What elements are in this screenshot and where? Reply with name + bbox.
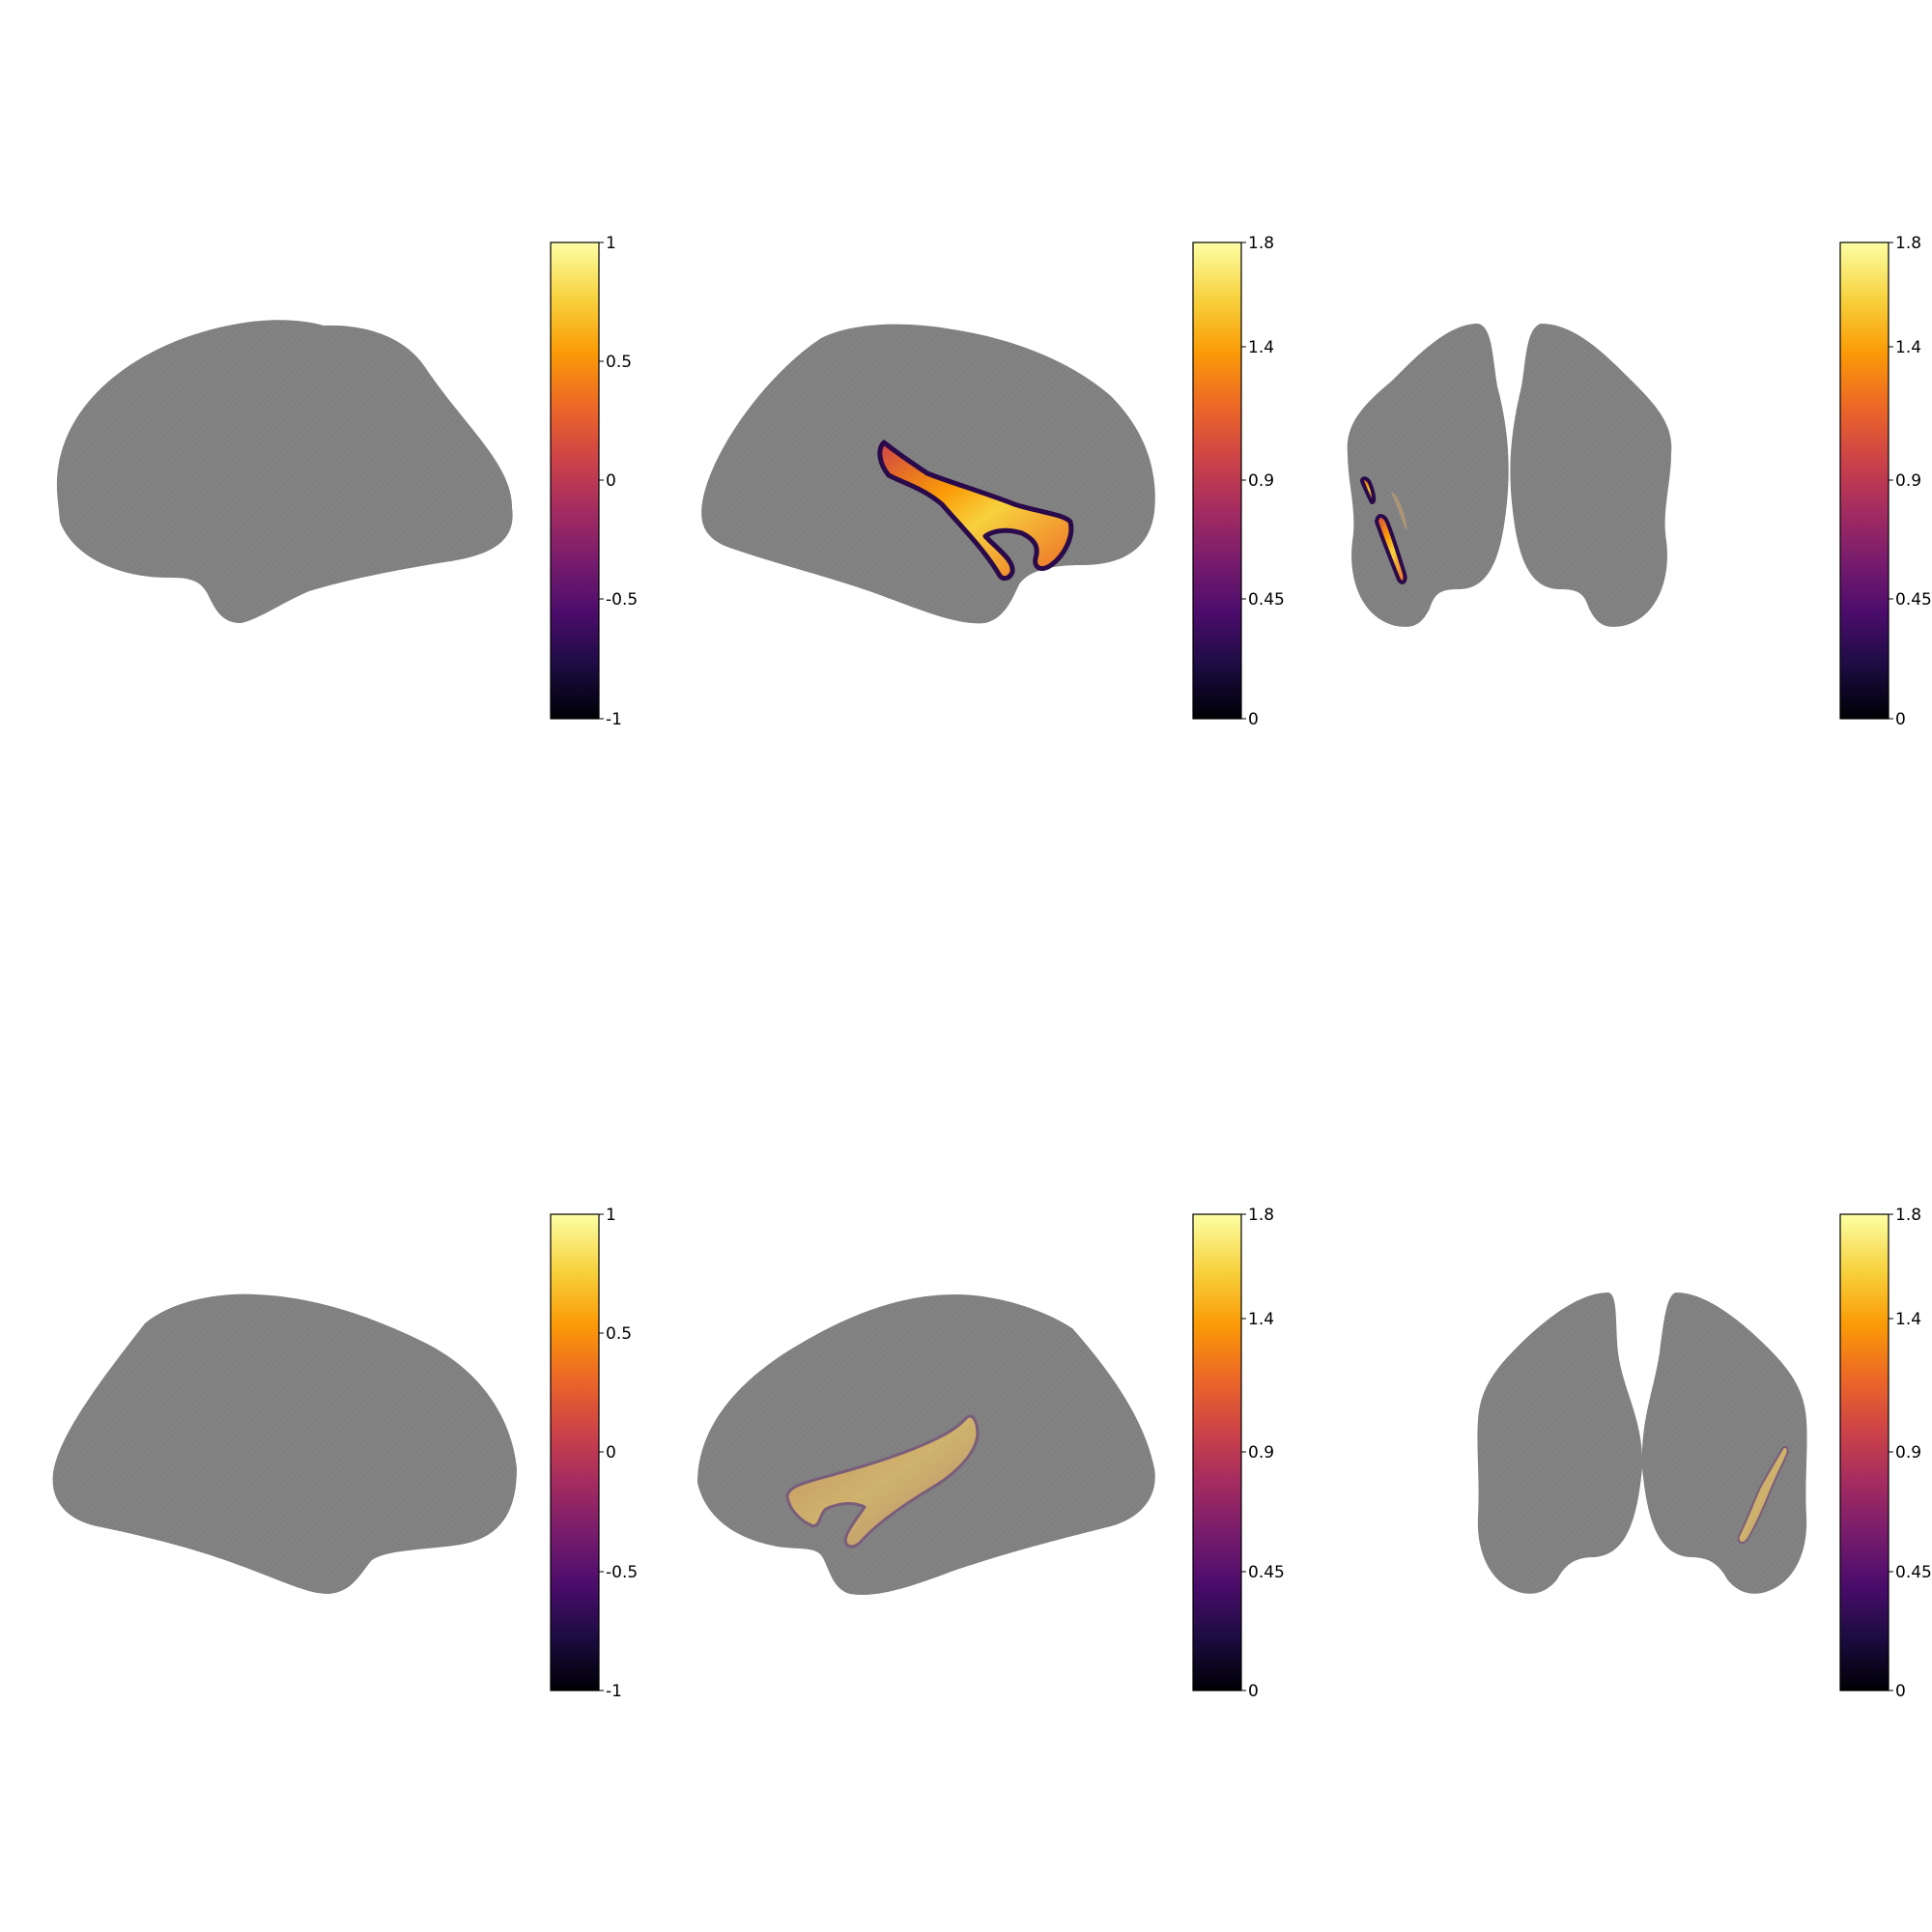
colorbar-6-tick: 1.8 <box>1895 1206 1921 1225</box>
colorbar-4-tick: -1 <box>606 1682 622 1701</box>
colorbar-5-gradient <box>1192 1213 1242 1691</box>
colorbar-6-tick: 0.9 <box>1895 1443 1921 1463</box>
brain-surface-anterior-left-hemisphere <box>1477 1293 1643 1594</box>
colorbar-1-tick: 0.5 <box>606 353 632 372</box>
brain-surface-anterior-right-hemisphere <box>1641 1293 1807 1594</box>
colorbar-5-tick: 0.9 <box>1248 1443 1274 1463</box>
panel-5 <box>697 1294 1155 1595</box>
brain-surface-lateral-left <box>56 320 513 624</box>
colorbar-2-tick: 0 <box>1248 710 1259 729</box>
colorbar-2: 1.8 1.4 0.9 0.45 0 <box>1192 234 1285 729</box>
colorbar-4-tick: 1 <box>606 1206 616 1225</box>
activation-overlay <box>1360 476 1377 504</box>
colorbar-2-tick: 1.4 <box>1248 338 1274 357</box>
colorbar-6-tick: 0 <box>1895 1682 1906 1701</box>
activation-overlay <box>1391 492 1407 530</box>
colorbar-5-tick: 1.8 <box>1248 1206 1274 1225</box>
panel-6 <box>1477 1293 1807 1594</box>
colorbar-1-tick: 0 <box>606 471 616 491</box>
colorbar-6-tick: 1.4 <box>1895 1310 1921 1329</box>
colorbar-2-tick: 1.8 <box>1248 234 1274 253</box>
colorbar-4-gradient <box>550 1213 600 1691</box>
panel-2 <box>701 324 1155 624</box>
colorbar-2-tick: 0.45 <box>1248 590 1285 610</box>
activation-overlay <box>1737 1445 1789 1544</box>
colorbar-3: 1.8 1.4 0.9 0.45 0 <box>1839 234 1932 729</box>
colorbar-3-tick: 0.45 <box>1895 590 1932 610</box>
colorbar-1-gradient <box>550 242 600 720</box>
panel-4 <box>52 1293 517 1594</box>
colorbar-3-gradient <box>1839 242 1889 720</box>
colorbar-5-tick: 1.4 <box>1248 1310 1274 1329</box>
colorbar-6-gradient <box>1839 1213 1889 1691</box>
colorbar-5-tick: 0 <box>1248 1682 1259 1701</box>
colorbar-1-tick: 1 <box>606 234 616 253</box>
activation-overlay <box>785 1414 980 1548</box>
brain-surface-posterior-right-hemisphere <box>1510 324 1672 627</box>
colorbar-5: 1.8 1.4 0.9 0.45 0 <box>1192 1206 1285 1701</box>
colorbar-5-tick: 0.45 <box>1248 1563 1285 1582</box>
colorbar-4: 1 0.5 0 -0.5 -1 <box>550 1206 638 1701</box>
colorbar-6-tick: 0.45 <box>1895 1563 1932 1582</box>
colorbar-4-tick: 0.5 <box>606 1324 632 1344</box>
panel-1 <box>56 320 513 624</box>
colorbar-4-tick: -0.5 <box>606 1563 638 1582</box>
colorbar-6: 1.8 1.4 0.9 0.45 0 <box>1839 1206 1932 1701</box>
colorbar-2-tick: 0.9 <box>1248 471 1274 491</box>
activation-overlay <box>1375 514 1407 584</box>
colorbar-3-tick: 1.8 <box>1895 234 1921 253</box>
colorbar-1: 1 0.5 0 -0.5 -1 <box>550 234 638 729</box>
panel-3 <box>1347 324 1672 627</box>
colorbar-3-tick: 1.4 <box>1895 338 1921 357</box>
colorbar-4-tick: 0 <box>606 1443 616 1463</box>
activation-overlay <box>877 440 1074 582</box>
colorbar-1-tick: -1 <box>606 710 622 729</box>
brain-surface-posterior-left-hemisphere <box>1347 324 1509 627</box>
colorbar-3-tick: 0.9 <box>1895 471 1921 491</box>
colorbar-3-tick: 0 <box>1895 710 1906 729</box>
colorbar-2-gradient <box>1192 242 1242 720</box>
colorbar-1-tick: -0.5 <box>606 590 638 610</box>
brain-surface-medial-left <box>52 1293 517 1594</box>
